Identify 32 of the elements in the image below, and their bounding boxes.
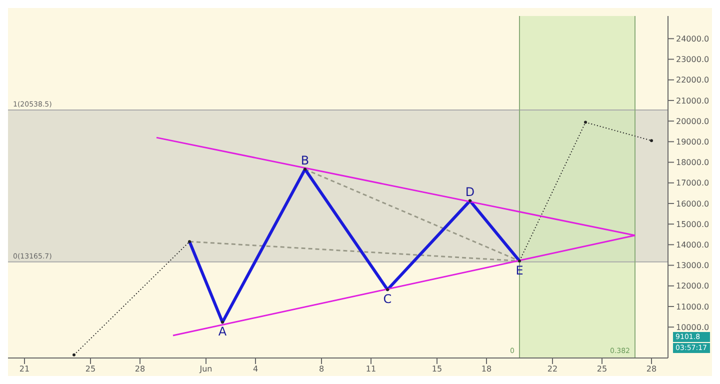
x-tick-label: 11 (366, 364, 376, 374)
y-tick-label: 11000.0 (676, 302, 710, 312)
annotation: B (300, 153, 310, 168)
x-tick-label: Jun (198, 364, 212, 374)
y-tick-label: 14000.0 (676, 240, 710, 250)
y-tick-label: 12000.0 (676, 282, 710, 291)
y-tick-label: 23000.0 (676, 55, 710, 64)
y-tick-label: 20000.0 (676, 116, 710, 126)
y-tick-label: 24000.0 (676, 34, 710, 44)
y-tick-label: 17000.0 (676, 178, 710, 188)
x-tick-label: 18 (481, 364, 492, 374)
y-tick-label: 18000.0 (676, 158, 710, 168)
annotation: E (516, 263, 524, 278)
y-tick-label: 10000.0 (676, 322, 710, 332)
annotation: A (218, 324, 228, 339)
x-tick-label: 8 (318, 364, 324, 374)
x-tick-label: 25 (85, 364, 96, 374)
x-tick-label: 21 (19, 364, 30, 374)
x-tick-label: 4 (252, 364, 258, 374)
y-tick-label: 16000.0 (676, 199, 710, 208)
y-tick-label: 22000.0 (676, 76, 710, 85)
x-tick-label: 22 (547, 364, 558, 374)
x-tick-label: 28 (134, 364, 146, 374)
x-tick-label: 15 (432, 364, 442, 374)
x-tick-label: 28 (646, 364, 657, 374)
y-tick-label: 21000.0 (676, 96, 710, 106)
y-tick-label: 15000.0 (676, 220, 710, 229)
annotation: C (383, 292, 392, 306)
annotation: D (465, 184, 475, 199)
y-tick-label: 19000.0 (676, 138, 710, 147)
x-tick-label: 25 (596, 364, 608, 374)
y-tick-label: 13000.0 (676, 261, 710, 270)
